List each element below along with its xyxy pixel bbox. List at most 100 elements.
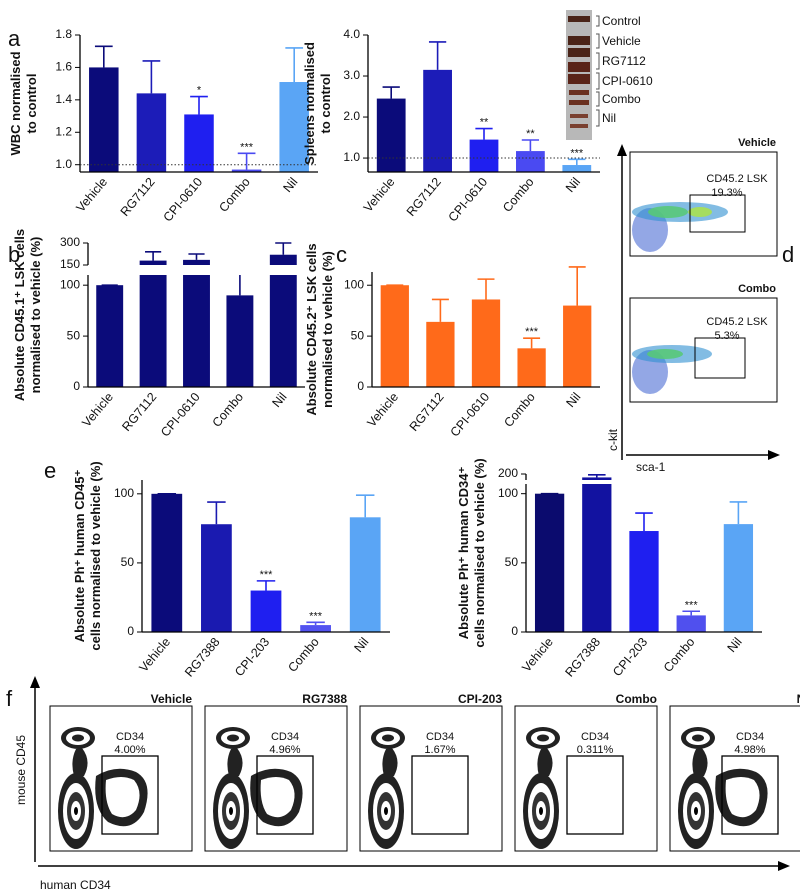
inset-label: CPI-0610 xyxy=(602,74,653,88)
significance: *** xyxy=(525,326,539,338)
y-axis-label: Spleens normalised xyxy=(302,42,317,165)
y-axis-label: Absolute Ph⁺ human CD34⁺ xyxy=(456,467,471,640)
y-axis-label: cells normalised to vehicle (%) xyxy=(472,458,487,647)
inset-label: Combo xyxy=(602,92,641,106)
axis-break xyxy=(82,265,307,275)
x-tick-label: Vehicle xyxy=(519,635,556,675)
gate-population-core xyxy=(725,777,760,818)
significance: *** xyxy=(570,147,584,159)
y-tick-label: 100 xyxy=(498,486,518,500)
panel-letter: b xyxy=(8,242,20,267)
gel-inset xyxy=(566,10,600,140)
x-tick-label: CPI-0610 xyxy=(158,390,203,439)
y-tick-label: 3.0 xyxy=(343,68,360,82)
x-tick-label: Nil xyxy=(725,635,745,655)
y-tick-label: 1.0 xyxy=(55,157,72,171)
bar xyxy=(562,165,592,172)
y-tick-label: 1.6 xyxy=(55,60,72,74)
x-tick-label: RG7112 xyxy=(118,175,158,219)
y-tick-label: 150 xyxy=(60,257,80,271)
bar xyxy=(516,151,545,172)
inset-label: Vehicle xyxy=(602,34,641,48)
x-tick-label: RG7388 xyxy=(562,635,603,680)
y-tick-label: 1.4 xyxy=(55,92,72,106)
gate-percent: 1.67% xyxy=(424,744,455,756)
axis-break xyxy=(520,480,528,484)
significance: ** xyxy=(480,117,489,129)
gate xyxy=(566,755,624,835)
y-axis-label: mouse CD45 xyxy=(14,735,28,805)
bar xyxy=(201,524,232,632)
significance: *** xyxy=(309,610,323,622)
bar xyxy=(183,259,210,387)
x-tick-label: Vehicle xyxy=(73,175,110,215)
bar xyxy=(471,299,501,387)
bar xyxy=(723,524,754,632)
bar xyxy=(231,169,262,172)
bar xyxy=(250,590,282,632)
gate-percent: 4.96% xyxy=(269,744,300,756)
x-tick-label: Vehicle xyxy=(361,175,398,215)
bar xyxy=(136,93,167,172)
flow-title: Vehicle xyxy=(151,692,193,706)
y-axis-label: Absolute CD45.2⁺ LSK cells xyxy=(304,243,319,415)
bar xyxy=(423,69,452,172)
gate-percent: 4.98% xyxy=(734,744,765,756)
x-tick-label: Vehicle xyxy=(79,390,116,430)
gate xyxy=(256,755,314,835)
x-tick-label: Combo xyxy=(285,635,322,675)
panel-letter: a xyxy=(8,26,21,51)
y-tick-label: 100 xyxy=(114,486,134,500)
x-tick-label: Combo xyxy=(210,390,247,430)
gate xyxy=(411,755,469,835)
y-tick-label: 200 xyxy=(498,466,518,480)
x-tick-label: CPI-0610 xyxy=(446,175,491,224)
x-tick-label: Nil xyxy=(563,390,583,410)
gate-label: CD34 xyxy=(581,731,609,743)
bar xyxy=(89,67,119,172)
bar xyxy=(629,531,659,632)
x-tick-label: RG7388 xyxy=(182,635,223,680)
y-tick-label: 50 xyxy=(351,328,365,342)
flow-title: Nil xyxy=(797,692,800,706)
bar xyxy=(534,493,565,632)
y-tick-label: 0 xyxy=(357,379,364,393)
y-tick-label: 50 xyxy=(67,328,81,342)
gate-label: CD34 xyxy=(736,731,764,743)
x-tick-label: Vehicle xyxy=(364,390,401,430)
y-tick-label: 50 xyxy=(505,555,519,569)
flow-title: RG7388 xyxy=(302,692,347,706)
x-axis-label: sca-1 xyxy=(636,460,666,474)
y-tick-label: 50 xyxy=(121,555,135,569)
significance: ** xyxy=(526,128,535,140)
gate-label: CD45.2 LSK xyxy=(706,316,768,328)
y-axis-label: to control xyxy=(24,74,39,134)
x-tick-label: CPI-0610 xyxy=(448,390,493,439)
bar xyxy=(151,493,183,632)
panel-letter: d xyxy=(782,242,794,267)
y-tick-label: 100 xyxy=(60,277,80,291)
x-tick-label: Nil xyxy=(280,175,300,195)
bar xyxy=(376,98,406,172)
x-tick-label: Combo xyxy=(500,175,537,215)
y-tick-label: 4.0 xyxy=(343,27,360,41)
y-tick-label: 300 xyxy=(60,235,80,249)
gate-label: CD34 xyxy=(116,731,144,743)
x-tick-label: CPI-203 xyxy=(232,635,272,679)
gate-label: CD34 xyxy=(426,731,454,743)
inset-label: Control xyxy=(602,14,641,28)
x-tick-label: RG7112 xyxy=(407,390,447,434)
bar xyxy=(426,321,455,387)
panel-letter: f xyxy=(6,686,13,711)
inset-label: Nil xyxy=(602,111,616,125)
significance: *** xyxy=(240,141,254,153)
gate-label: CD34 xyxy=(271,731,299,743)
gate-population-core xyxy=(105,777,140,818)
x-tick-label: Combo xyxy=(216,175,253,215)
x-tick-label: Nil xyxy=(351,635,371,655)
x-tick-label: Vehicle xyxy=(136,635,173,675)
y-axis-label: normalised to vehicle (%) xyxy=(28,237,43,394)
x-tick-label: Nil xyxy=(563,175,583,195)
x-tick-label: CPI-0610 xyxy=(161,175,206,224)
